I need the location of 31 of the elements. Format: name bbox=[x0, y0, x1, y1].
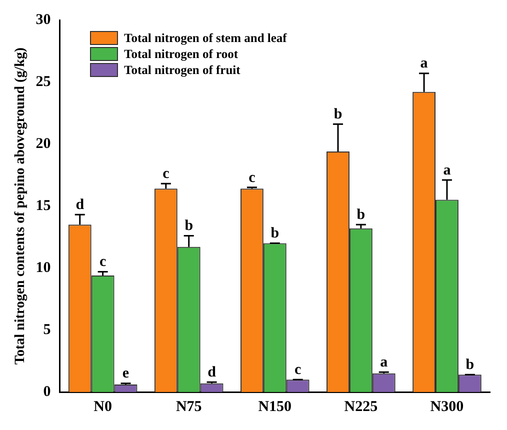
x-tick-label: N300 bbox=[430, 398, 464, 415]
data-label: c bbox=[294, 362, 302, 378]
data-label: d bbox=[208, 364, 217, 380]
y-tick-label: 30 bbox=[36, 12, 51, 28]
data-label: c bbox=[162, 166, 170, 182]
data-label: b bbox=[466, 357, 474, 374]
y-tick-label: 25 bbox=[36, 74, 51, 90]
y-tick-label: 5 bbox=[43, 322, 51, 338]
data-label: e bbox=[122, 366, 130, 382]
data-label: a bbox=[443, 162, 452, 178]
data-label: d bbox=[76, 197, 85, 214]
legend-label: Total nitrogen of fruit bbox=[124, 62, 240, 78]
data-label: b bbox=[184, 218, 194, 234]
legend-label: Total nitrogen of root bbox=[124, 46, 238, 62]
data-label: a bbox=[380, 354, 388, 371]
y-tick-label: 10 bbox=[36, 260, 51, 276]
data-label: c bbox=[248, 170, 256, 186]
x-tick-label: N150 bbox=[258, 398, 292, 415]
data-label: b bbox=[270, 226, 280, 242]
x-tick-label: N225 bbox=[344, 398, 378, 415]
y-tick-label: 15 bbox=[36, 198, 51, 214]
y-tick-label: 20 bbox=[36, 136, 51, 152]
data-label: c bbox=[99, 254, 106, 270]
data-label: a bbox=[420, 56, 428, 72]
y-axis-title: Total nitrogen contents of pepino aboveground (g/kg) bbox=[13, 47, 28, 365]
y-tick-label: 0 bbox=[43, 384, 51, 400]
data-label: b bbox=[356, 206, 366, 223]
legend-label: Total nitrogen of stem and leaf bbox=[124, 30, 287, 46]
data-label: b bbox=[334, 106, 342, 123]
x-tick-label: N75 bbox=[176, 398, 202, 415]
x-tick-label: N0 bbox=[94, 398, 112, 415]
